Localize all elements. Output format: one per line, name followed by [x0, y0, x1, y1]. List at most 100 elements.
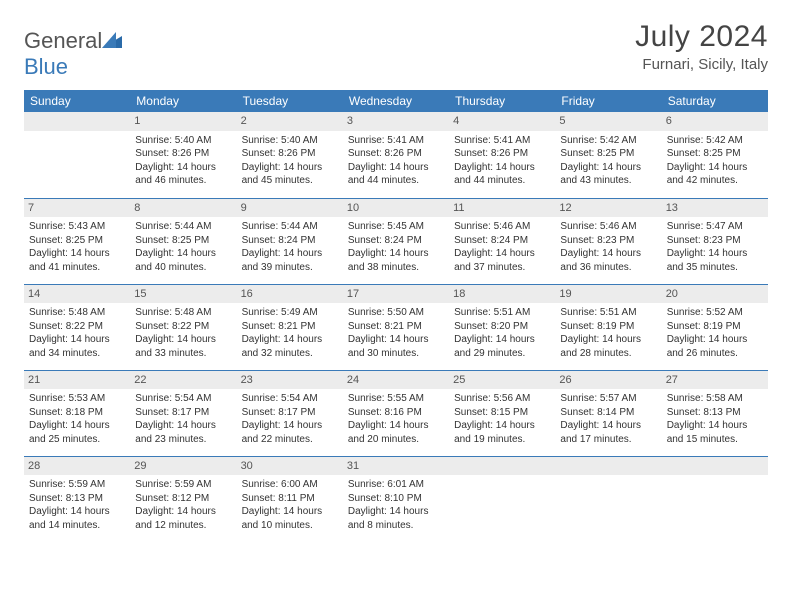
- daylight-text: Daylight: 14 hours and 26 minutes.: [667, 333, 763, 360]
- sunrise-text: Sunrise: 5:52 AM: [667, 306, 763, 320]
- sunset-text: Sunset: 8:13 PM: [667, 406, 763, 420]
- day-info: Sunrise: 5:46 AMSunset: 8:24 PMDaylight:…: [453, 220, 551, 274]
- sunset-text: Sunset: 8:25 PM: [560, 147, 656, 161]
- day-info: Sunrise: 5:40 AMSunset: 8:26 PMDaylight:…: [134, 134, 232, 188]
- sunrise-text: Sunrise: 5:54 AM: [135, 392, 231, 406]
- header: General Blue July 2024 Furnari, Sicily, …: [24, 20, 768, 80]
- sunrise-text: Sunrise: 5:57 AM: [560, 392, 656, 406]
- day-info: Sunrise: 6:00 AMSunset: 8:11 PMDaylight:…: [241, 478, 339, 532]
- day-number: 2: [237, 112, 343, 131]
- day-number: 21: [24, 371, 130, 390]
- sunrise-text: Sunrise: 5:54 AM: [242, 392, 338, 406]
- daylight-text: Daylight: 14 hours and 8 minutes.: [348, 505, 444, 532]
- sunrise-text: Sunrise: 5:51 AM: [560, 306, 656, 320]
- day-number: 9: [237, 199, 343, 218]
- sunset-text: Sunset: 8:25 PM: [135, 234, 231, 248]
- sunrise-text: Sunrise: 5:46 AM: [560, 220, 656, 234]
- day-info: Sunrise: 5:56 AMSunset: 8:15 PMDaylight:…: [453, 392, 551, 446]
- calendar-cell: 7Sunrise: 5:43 AMSunset: 8:25 PMDaylight…: [24, 198, 130, 284]
- calendar-cell: [24, 112, 130, 198]
- day-number: 20: [662, 285, 768, 304]
- calendar-cell: 30 Sunrise: 6:00 AMSunset: 8:11 PMDayligh…: [237, 456, 343, 542]
- daylight-text: Daylight: 14 hours and 12 minutes.: [135, 505, 231, 532]
- day-number: 23: [237, 371, 343, 390]
- day-info: Sunrise: 5:42 AMSunset: 8:25 PMDaylight:…: [559, 134, 657, 188]
- sunset-text: Sunset: 8:24 PM: [242, 234, 338, 248]
- sunrise-text: Sunrise: 5:44 AM: [135, 220, 231, 234]
- calendar-table: Sunday Monday Tuesday Wednesday Thursday…: [24, 90, 768, 542]
- logo-word2: Blue: [24, 54, 68, 79]
- day-info: Sunrise: 5:44 AMSunset: 8:24 PMDaylight:…: [241, 220, 339, 274]
- sunrise-text: Sunrise: 5:44 AM: [242, 220, 338, 234]
- day-info: Sunrise: 5:46 AMSunset: 8:23 PMDaylight:…: [559, 220, 657, 274]
- daylight-text: Daylight: 14 hours and 39 minutes.: [242, 247, 338, 274]
- day-info: Sunrise: 5:44 AMSunset: 8:25 PMDaylight:…: [134, 220, 232, 274]
- day-info: Sunrise: 5:41 AMSunset: 8:26 PMDaylight:…: [453, 134, 551, 188]
- daylight-text: Daylight: 14 hours and 32 minutes.: [242, 333, 338, 360]
- sunrise-text: Sunrise: 5:59 AM: [29, 478, 125, 492]
- day-number: 8: [130, 199, 236, 218]
- location-label: Furnari, Sicily, Italy: [635, 56, 768, 73]
- day-number: 5: [555, 112, 661, 131]
- calendar-cell: 21Sunrise: 5:53 AMSunset: 8:18 PMDayligh…: [24, 370, 130, 456]
- sunset-text: Sunset: 8:23 PM: [667, 234, 763, 248]
- daylight-text: Daylight: 14 hours and 37 minutes.: [454, 247, 550, 274]
- sunset-text: Sunset: 8:26 PM: [242, 147, 338, 161]
- title-block: July 2024 Furnari, Sicily, Italy: [635, 20, 768, 73]
- day-info: Sunrise: 5:55 AMSunset: 8:16 PMDaylight:…: [347, 392, 445, 446]
- daylight-text: Daylight: 14 hours and 42 minutes.: [667, 161, 763, 188]
- sunset-text: Sunset: 8:26 PM: [454, 147, 550, 161]
- day-number: 11: [449, 199, 555, 218]
- calendar-cell: 31Sunrise: 6:01 AMSunset: 8:10 PMDayligh…: [343, 456, 449, 542]
- daylight-text: Daylight: 14 hours and 10 minutes.: [242, 505, 338, 532]
- daylight-text: Daylight: 14 hours and 43 minutes.: [560, 161, 656, 188]
- sunset-text: Sunset: 8:11 PM: [242, 492, 338, 506]
- daylight-text: Daylight: 14 hours and 19 minutes.: [454, 419, 550, 446]
- weekday-header: Wednesday: [343, 90, 449, 112]
- day-number: [24, 112, 130, 131]
- calendar-cell: 29Sunrise: 5:59 AMSunset: 8:12 PMDayligh…: [130, 456, 236, 542]
- sunrise-text: Sunrise: 5:40 AM: [242, 134, 338, 148]
- sunset-text: Sunset: 8:18 PM: [29, 406, 125, 420]
- calendar-cell: 14Sunrise: 5:48 AMSunset: 8:22 PMDayligh…: [24, 284, 130, 370]
- page-title: July 2024: [635, 20, 768, 54]
- day-info: Sunrise: 5:54 AMSunset: 8:17 PMDaylight:…: [241, 392, 339, 446]
- day-info: Sunrise: 5:41 AMSunset: 8:26 PMDaylight:…: [347, 134, 445, 188]
- weekday-header: Friday: [555, 90, 661, 112]
- day-number: 30: [237, 457, 343, 476]
- sunrise-text: Sunrise: 6:01 AM: [348, 478, 444, 492]
- sunrise-text: Sunrise: 5:48 AM: [29, 306, 125, 320]
- day-number: 15: [130, 285, 236, 304]
- day-info: Sunrise: 5:51 AMSunset: 8:19 PMDaylight:…: [559, 306, 657, 360]
- day-number: [449, 457, 555, 476]
- sunrise-text: Sunrise: 5:48 AM: [135, 306, 231, 320]
- daylight-text: Daylight: 14 hours and 40 minutes.: [135, 247, 231, 274]
- day-info: Sunrise: 5:50 AMSunset: 8:21 PMDaylight:…: [347, 306, 445, 360]
- calendar-cell: 24Sunrise: 5:55 AMSunset: 8:16 PMDayligh…: [343, 370, 449, 456]
- daylight-text: Daylight: 14 hours and 41 minutes.: [29, 247, 125, 274]
- calendar-cell: 20Sunrise: 5:52 AMSunset: 8:19 PMDayligh…: [662, 284, 768, 370]
- calendar-cell: 4Sunrise: 5:41 AMSunset: 8:26 PMDaylight…: [449, 112, 555, 198]
- sunrise-text: Sunrise: 5:41 AM: [348, 134, 444, 148]
- calendar-cell: 2Sunrise: 5:40 AMSunset: 8:26 PMDaylight…: [237, 112, 343, 198]
- day-number: 22: [130, 371, 236, 390]
- calendar-cell: 3 Sunrise: 5:41 AMSunset: 8:26 PMDaylight…: [343, 112, 449, 198]
- calendar-cell: 22Sunrise: 5:54 AMSunset: 8:17 PMDayligh…: [130, 370, 236, 456]
- calendar-row: 28Sunrise: 5:59 AMSunset: 8:13 PMDayligh…: [24, 456, 768, 542]
- calendar-cell: [555, 456, 661, 542]
- calendar-cell: 15Sunrise: 5:48 AMSunset: 8:22 PMDayligh…: [130, 284, 236, 370]
- day-info: Sunrise: 5:57 AMSunset: 8:14 PMDaylight:…: [559, 392, 657, 446]
- day-info: Sunrise: 5:49 AMSunset: 8:21 PMDaylight:…: [241, 306, 339, 360]
- day-number: 7: [24, 199, 130, 218]
- calendar-cell: 25Sunrise: 5:56 AMSunset: 8:15 PMDayligh…: [449, 370, 555, 456]
- calendar-cell: 13Sunrise: 5:47 AMSunset: 8:23 PMDayligh…: [662, 198, 768, 284]
- weekday-header: Thursday: [449, 90, 555, 112]
- calendar-body: 1Sunrise: 5:40 AMSunset: 8:26 PMDaylight…: [24, 112, 768, 542]
- day-number: 3: [343, 112, 449, 131]
- sunset-text: Sunset: 8:15 PM: [454, 406, 550, 420]
- calendar-cell: 19Sunrise: 5:51 AMSunset: 8:19 PMDayligh…: [555, 284, 661, 370]
- day-number: 1: [130, 112, 236, 131]
- day-number: 27: [662, 371, 768, 390]
- day-info: Sunrise: 5:51 AMSunset: 8:20 PMDaylight:…: [453, 306, 551, 360]
- daylight-text: Daylight: 14 hours and 17 minutes.: [560, 419, 656, 446]
